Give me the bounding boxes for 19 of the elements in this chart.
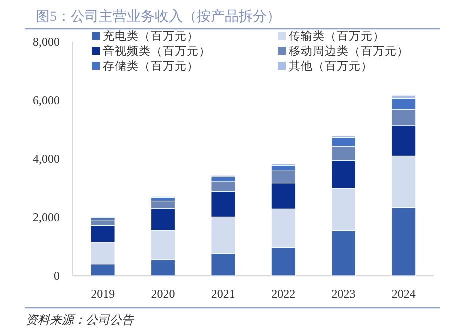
x-tick-label: 2023 bbox=[332, 287, 356, 301]
y-tick-label: 4,000 bbox=[33, 152, 60, 166]
x-tick-label: 2019 bbox=[91, 287, 116, 301]
x-tick-label: 2021 bbox=[211, 287, 236, 301]
x-tick-label: 2022 bbox=[272, 287, 296, 301]
y-tick-label: 6,000 bbox=[33, 94, 60, 108]
y-tick-label: 0 bbox=[54, 269, 60, 283]
chart-title: 图5：公司主营业务收入（按产品拆分） bbox=[36, 9, 281, 25]
legend-label: 移动周边类（百万元） bbox=[289, 45, 409, 58]
legend-label: 传输类（百万元） bbox=[289, 30, 385, 43]
x-tick-label: 2020 bbox=[151, 287, 176, 301]
x-tick-label: 2024 bbox=[392, 287, 416, 301]
legend-label: 充电类（百万元） bbox=[103, 29, 199, 43]
y-tick-label: 2,000 bbox=[33, 210, 60, 224]
y-tick-label: 8,000 bbox=[33, 35, 60, 49]
text: 资料来源：公司公告 bbox=[26, 313, 135, 327]
legend-label: 存储类（百万元） bbox=[103, 60, 199, 73]
legend-label: 音视频类（百万元） bbox=[103, 44, 211, 58]
legend-label: 其他（百万元） bbox=[289, 60, 373, 73]
